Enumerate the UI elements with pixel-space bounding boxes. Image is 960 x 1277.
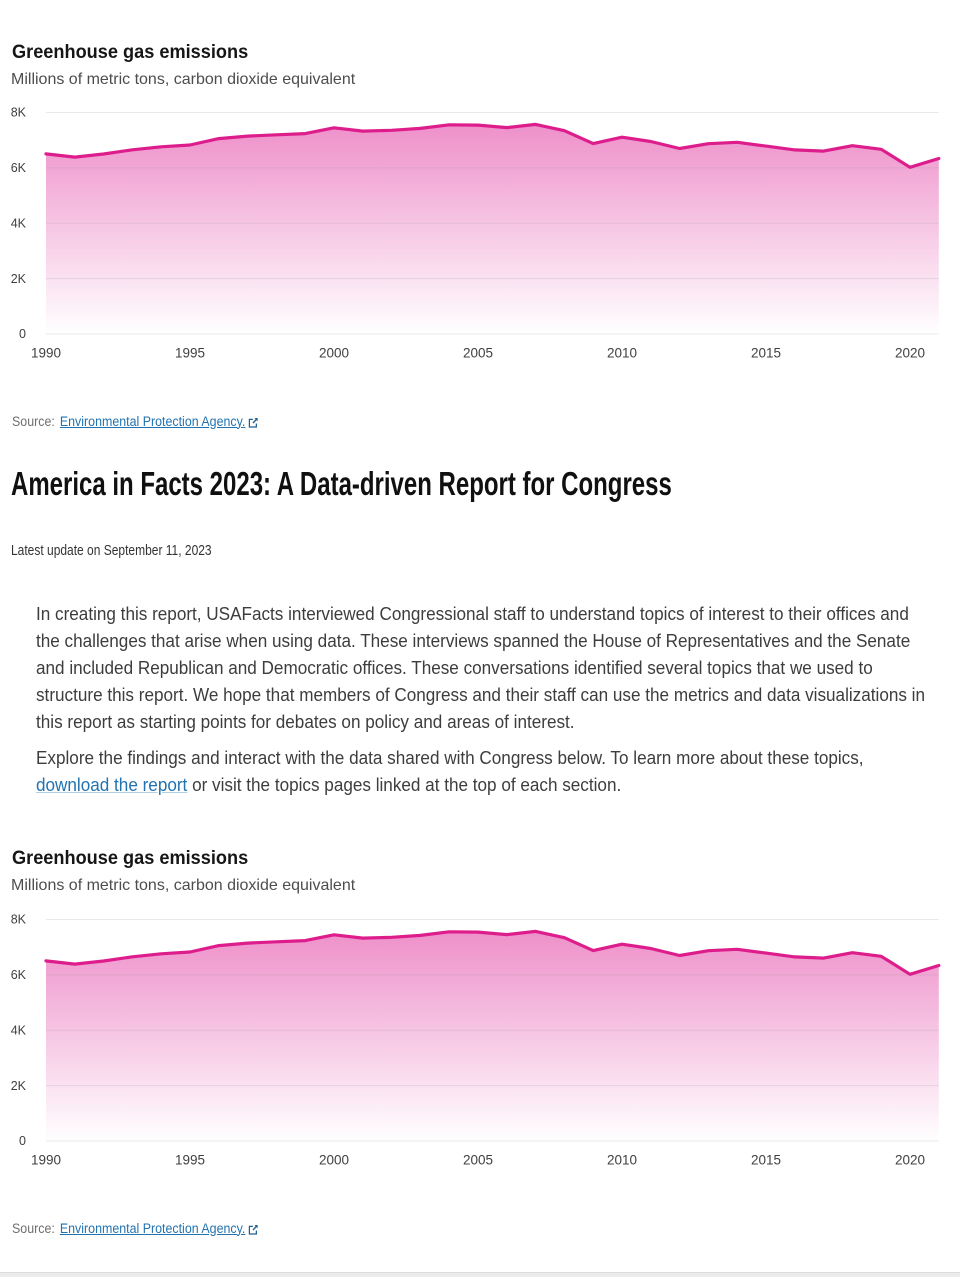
svg-text:2015: 2015 <box>751 1152 781 1167</box>
svg-text:0: 0 <box>19 1134 26 1148</box>
svg-text:2010: 2010 <box>607 346 637 361</box>
svg-text:4K: 4K <box>11 216 27 230</box>
svg-text:6K: 6K <box>11 968 27 982</box>
svg-text:1990: 1990 <box>31 1152 61 1167</box>
svg-text:8K: 8K <box>11 912 27 926</box>
svg-text:2015: 2015 <box>751 346 781 361</box>
svg-text:2005: 2005 <box>463 346 493 361</box>
svg-text:8K: 8K <box>11 106 27 120</box>
svg-text:2000: 2000 <box>319 346 349 361</box>
svg-text:6K: 6K <box>11 161 27 175</box>
svg-text:1990: 1990 <box>31 346 61 361</box>
svg-text:2000: 2000 <box>319 1152 349 1167</box>
svg-text:1995: 1995 <box>175 346 205 361</box>
svg-text:2020: 2020 <box>895 346 925 361</box>
svg-text:2K: 2K <box>11 272 27 286</box>
svg-text:2005: 2005 <box>463 1152 493 1167</box>
svg-text:1995: 1995 <box>175 1152 205 1167</box>
svg-text:2K: 2K <box>11 1078 27 1092</box>
svg-text:2020: 2020 <box>895 1152 925 1167</box>
svg-text:0: 0 <box>19 327 26 341</box>
svg-text:4K: 4K <box>11 1023 27 1037</box>
svg-text:2010: 2010 <box>607 1152 637 1167</box>
